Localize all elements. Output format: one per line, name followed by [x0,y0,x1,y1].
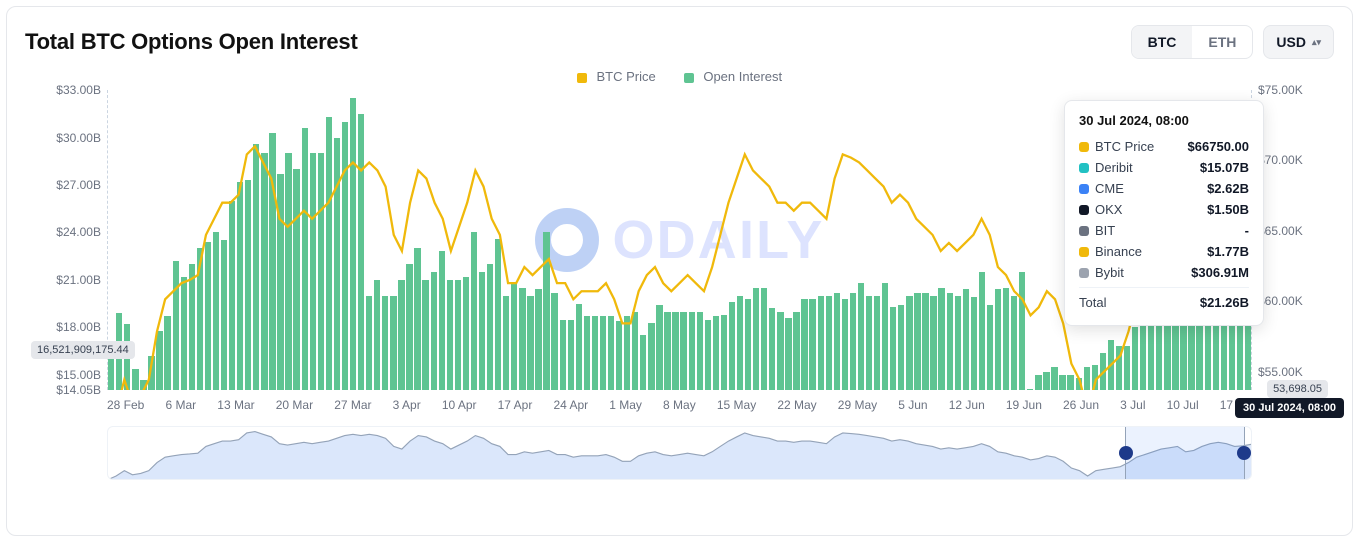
x-tick: 10 Apr [442,398,477,420]
right-anchor-badge: 53,698.05 [1267,380,1328,398]
color-dot-icon [1079,268,1089,278]
x-tick: 13 Mar [217,398,254,420]
range-brush[interactable] [107,426,1252,480]
chart: $14.05B$15.00B $18.00B $21.00B $24.00B $27.0… [21,90,1338,420]
tooltip-row-label: CME [1095,181,1124,196]
y-axis-right: $55.00K$60.00K$65.00K$70.00K$75.00K [1258,90,1338,390]
tooltip-row-label: BIT [1095,223,1115,238]
y-tick-left: $15.00B [21,368,101,382]
tooltip-total-row: Total $21.26B [1079,292,1249,313]
brush-handle-left[interactable] [1119,446,1133,460]
x-tick: 17 Apr [498,398,533,420]
tooltip-row: Deribit $15.07B [1079,157,1249,178]
tooltip-row: Bybit $306.91M [1079,262,1249,283]
x-tick: 19 Jun [1006,398,1042,420]
x-tick: 15 May [717,398,756,420]
tooltip-row-value: $66750.00 [1188,139,1249,154]
tooltip-row: BTC Price $66750.00 [1079,136,1249,157]
brush-handle-right[interactable] [1237,446,1251,460]
x-axis: 28 Feb 6 Mar 13 Mar 20 Mar 27 Mar 3 Apr 10 Apr… [107,398,1252,420]
tooltip-row-value: - [1245,223,1249,238]
x-tick: 12 Jun [949,398,985,420]
x-tick: 8 May [663,398,696,420]
legend-label-oi: Open Interest [703,69,782,84]
tooltip-row-value: $1.50B [1207,202,1249,217]
brush-selection[interactable] [1125,427,1245,479]
header: Total BTC Options Open Interest BTC ETH … [11,25,1348,65]
legend-item-price[interactable]: BTC Price [577,69,656,84]
currency-select[interactable]: USD ▴▾ [1263,25,1334,59]
x-tick: 1 May [609,398,642,420]
color-dot-icon [1079,205,1089,215]
legend-label-price: BTC Price [596,69,655,84]
chevron-updown-icon: ▴▾ [1312,39,1321,45]
y-tick-left: $30.00B [21,131,101,145]
x-tick: 3 Apr [393,398,421,420]
y-tick-left: $18.00B [21,320,101,334]
tooltip: 30 Jul 2024, 08:00 BTC Price $66750.00 Der… [1064,100,1264,326]
color-dot-icon [1079,142,1089,152]
chart-panel: Total BTC Options Open Interest BTC ETH … [6,6,1353,536]
color-dot-icon [1079,184,1089,194]
y-tick-right: $55.00K [1258,365,1338,379]
x-tick: 22 May [777,398,816,420]
y-tick-left: $24.00B [21,225,101,239]
color-dot-icon [1079,226,1089,236]
legend-swatch-oi [684,73,694,83]
y-tick-right: $60.00K [1258,294,1338,308]
legend: BTC Price Open Interest [11,65,1348,90]
left-anchor-badge: 16,521,909,175.44 [31,341,135,359]
x-tick: 20 Mar [276,398,313,420]
color-dot-icon [1079,163,1089,173]
y-tick-right: $65.00K [1258,224,1338,238]
tooltip-row: Binance $1.77B [1079,241,1249,262]
x-tick: 24 Apr [553,398,588,420]
brush-sparkline [108,427,1251,480]
x-tick: 29 May [838,398,877,420]
legend-item-oi[interactable]: Open Interest [684,69,782,84]
x-tick: 10 Jul [1167,398,1199,420]
y-tick-left: $33.00B [21,83,101,97]
tooltip-row-label: Bybit [1095,265,1124,280]
tooltip-row-label: OKX [1095,202,1122,217]
tooltip-total-value: $21.26B [1200,295,1249,310]
tooltip-row: CME $2.62B [1079,178,1249,199]
color-dot-icon [1079,247,1089,257]
tab-eth[interactable]: ETH [1192,26,1252,58]
tooltip-row-value: $306.91M [1191,265,1249,280]
hover-date-flag: 30 Jul 2024, 08:00 [1235,398,1344,418]
tooltip-row-label: BTC Price [1095,139,1154,154]
tooltip-row-value: $15.07B [1200,160,1249,175]
y-tick-left: $21.00B [21,273,101,287]
currency-label: USD [1276,34,1306,50]
x-tick: 28 Feb [107,398,144,420]
x-tick: 3 Jul [1120,398,1145,420]
x-tick: 26 Jun [1063,398,1099,420]
y-tick-left: $14.05B [21,383,101,397]
legend-swatch-price [577,73,587,83]
tooltip-row-label: Binance [1095,244,1142,259]
y-tick-right: $70.00K [1258,153,1338,167]
tooltip-row-value: $1.77B [1207,244,1249,259]
tooltip-row: OKX $1.50B [1079,199,1249,220]
y-tick-left: $27.00B [21,178,101,192]
tooltip-total-label: Total [1079,295,1106,310]
tooltip-date: 30 Jul 2024, 08:00 [1079,113,1249,128]
x-tick: 5 Jun [898,398,927,420]
tab-btc[interactable]: BTC [1132,26,1193,58]
asset-toggle: BTC ETH [1131,25,1254,59]
tooltip-row: BIT - [1079,220,1249,241]
tooltip-row-value: $2.62B [1207,181,1249,196]
y-tick-right: $75.00K [1258,83,1338,97]
controls: BTC ETH USD ▴▾ [1131,25,1334,59]
tooltip-row-label: Deribit [1095,160,1133,175]
x-tick: 6 Mar [165,398,196,420]
page-title: Total BTC Options Open Interest [25,29,358,55]
x-tick: 27 Mar [334,398,371,420]
